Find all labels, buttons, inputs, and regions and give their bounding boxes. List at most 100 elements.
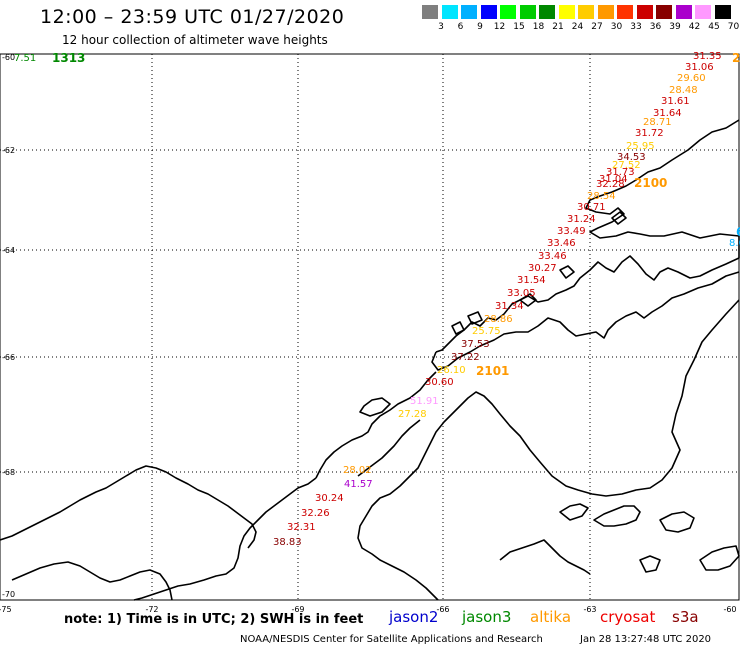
wave-height-value: 7.51 — [14, 53, 36, 64]
scale-swatch — [695, 5, 711, 19]
scale-label: 6 — [457, 22, 464, 32]
wave-height-value: 33.46 — [538, 251, 567, 262]
scale-label: 3 — [438, 22, 444, 32]
wave-height-value: 32.31 — [287, 522, 316, 533]
wave-height-value: 31.73 — [606, 167, 635, 178]
wave-height-value: 33.49 — [557, 226, 586, 237]
wave-height-value: 25.75 — [472, 326, 501, 337]
wave-height-value: 31.54 — [517, 275, 546, 286]
scale-swatch — [675, 5, 692, 19]
wave-height-value: 32.26 — [301, 508, 330, 519]
credit-line: NOAA/NESDIS Center for Satellite Applica… — [240, 634, 543, 645]
latitude-label: -66 — [2, 353, 15, 362]
pass-label: 2 — [732, 51, 740, 65]
wave-height-value: 34.53 — [617, 152, 646, 163]
satellite-cryosat: cryosat — [600, 608, 656, 626]
scale-label: 70 — [727, 22, 740, 32]
scale-label: 30 — [610, 22, 623, 32]
latitude-labels: -60 -62 -64 -66 -68 -70 — [2, 53, 15, 599]
scale-swatch — [578, 5, 594, 19]
latitude-label: -62 — [2, 146, 15, 155]
wave-height-value: 41.57 — [344, 479, 373, 490]
scale-swatch — [558, 5, 575, 19]
longitude-label: -66 — [436, 605, 449, 614]
scale-swatch — [422, 5, 438, 19]
wave-height-value: 30.60 — [425, 377, 454, 388]
wave-height-value: 31.04 — [599, 174, 628, 185]
satellite-altika: altika — [530, 608, 572, 626]
pass-label: 1313 — [52, 51, 85, 65]
scale-swatch — [480, 5, 497, 19]
scale-label: 45 — [708, 22, 720, 32]
scale-swatch — [441, 5, 458, 19]
wave-height-value: 31.24 — [567, 214, 596, 225]
scale-label: 9 — [477, 22, 483, 32]
wave-height-value: 28.54 — [587, 191, 616, 202]
pass-label: 2100 — [634, 176, 667, 190]
map-title: 12:00 – 23:59 UTC 01/27/2020 — [40, 6, 345, 28]
latitude-label: -64 — [2, 246, 15, 255]
wave-height-value: 28.02 — [343, 465, 372, 476]
scale-swatch — [617, 5, 633, 19]
longitude-label: -60 — [723, 605, 736, 614]
wave-height-value: 25.95 — [626, 141, 655, 152]
longitude-label: -72 — [145, 605, 158, 614]
wave-height-value: 31.72 — [635, 128, 664, 139]
wave-height-value: 8.0 — [729, 238, 740, 249]
wave-height-value: 30.27 — [528, 263, 557, 274]
latitude-label: -60 — [2, 53, 15, 62]
wave-height-values: 7.51 31.3531.0629.6028.4831.6131.6428.713… — [14, 51, 740, 548]
wave-height-value: 30.24 — [315, 493, 344, 504]
scale-label: 36 — [649, 22, 662, 32]
wave-height-value: 37.53 — [461, 339, 490, 350]
longitude-label: -63 — [583, 605, 596, 614]
wave-height-value: 51.91 — [410, 396, 439, 407]
pass-labels: 1313 2100 2101 2 6 — [52, 51, 740, 378]
scale-label: 27 — [591, 22, 603, 32]
latitude-gridlines — [0, 149, 739, 473]
scale-swatch — [597, 5, 614, 19]
wave-height-value: 31.06 — [685, 62, 714, 73]
map-subtitle: 12 hour collection of altimeter wave hei… — [62, 33, 328, 47]
wave-height-value: 31.61 — [661, 96, 690, 107]
longitude-gridlines — [151, 54, 591, 600]
pass-label: 6 — [736, 225, 740, 239]
wave-height-value: 32.28 — [596, 179, 625, 190]
wave-height-value: 28.71 — [643, 117, 672, 128]
wave-height-value: 28.86 — [484, 314, 513, 325]
wave-height-value: 27.52 — [612, 160, 641, 171]
scale-swatch — [656, 5, 672, 19]
latitude-label: -70 — [2, 590, 15, 599]
scale-label: 39 — [669, 22, 681, 32]
wave-height-value: 33.05 — [507, 288, 536, 299]
latitude-label: -68 — [2, 468, 15, 477]
satellite-jason2: jason2 — [389, 608, 439, 626]
wave-height-value: 31.64 — [653, 108, 682, 119]
wave-height-value: 31.35 — [693, 51, 722, 62]
map-frame — [0, 53, 740, 601]
wave-height-value: 26.10 — [437, 365, 466, 376]
longitude-labels: -75 -72 -69 -66 -63 -60 — [0, 605, 737, 614]
generated-timestamp: Jan 28 13:27:48 UTC 2020 — [580, 634, 712, 645]
wave-height-value: 29.60 — [677, 73, 706, 84]
scale-label: 42 — [688, 22, 701, 32]
scale-swatch — [519, 5, 536, 19]
scale-label: 15 — [513, 22, 525, 32]
scale-swatch — [539, 5, 555, 19]
wave-height-value: 37.22 — [451, 352, 480, 363]
wave-height-value: 28.48 — [669, 85, 698, 96]
scale-label: 21 — [552, 22, 564, 32]
scale-label: 24 — [571, 22, 584, 32]
longitude-label: -75 — [0, 605, 12, 614]
wave-height-value: 38.83 — [273, 537, 302, 548]
scale-swatch — [500, 5, 516, 19]
pass-label: 2101 — [476, 364, 509, 378]
scale-swatch — [714, 5, 731, 19]
scale-swatch — [636, 5, 653, 19]
longitude-label: -69 — [291, 605, 304, 614]
coastline — [0, 119, 740, 601]
satellite-jason3: jason3 — [462, 608, 512, 626]
wave-height-value: 27.28 — [398, 409, 427, 420]
footer-note: note: 1) Time is in UTC; 2) SWH is in fe… — [64, 612, 364, 627]
